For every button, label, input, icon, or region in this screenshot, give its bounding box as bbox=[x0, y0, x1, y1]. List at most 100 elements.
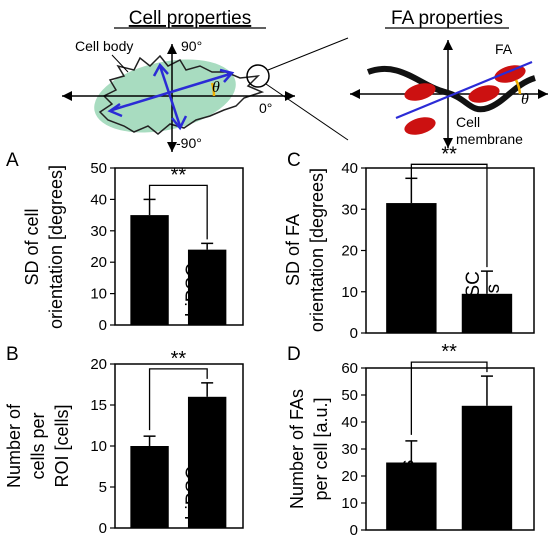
y-tick-label: 0 bbox=[350, 522, 358, 539]
fa-ellipse-3 bbox=[404, 117, 436, 135]
panel-letter-c: C bbox=[287, 150, 301, 171]
y-tick-label: 20 bbox=[341, 243, 358, 260]
y-tick-label: 10 bbox=[341, 495, 358, 512]
cell-body-leader bbox=[111, 54, 129, 73]
membrane-label-1: Cell bbox=[456, 114, 480, 130]
panel-letter-b: B bbox=[6, 344, 19, 365]
plot-frame bbox=[114, 167, 244, 326]
x-axis-arrow-right bbox=[285, 91, 295, 101]
fa-label: FA bbox=[495, 41, 513, 57]
y-tick-label: 10 bbox=[341, 284, 358, 301]
category-label: hiPSC bbox=[463, 468, 484, 522]
major-axis-head-left bbox=[107, 102, 123, 118]
y-axis-label-line: Number of FAs bbox=[287, 389, 307, 509]
panel-d-chart: D 0 10 20 30 40 50 60 Number of FAs per cell [a.u… bbox=[287, 341, 535, 539]
minor-axis-arrow bbox=[158, 65, 182, 127]
bar bbox=[386, 462, 437, 530]
significance-label: ** bbox=[171, 164, 187, 186]
theta-arc bbox=[210, 82, 216, 97]
bar bbox=[461, 293, 513, 333]
y-axis-label-line: ROI [cells] bbox=[52, 404, 72, 487]
panel-c-chart: C 0 10 20 30 40 SD of FA orientation [degrees] N… bbox=[283, 143, 535, 342]
y-axis-arrow-bottom bbox=[167, 142, 177, 152]
category-label: NHObs bbox=[397, 460, 418, 522]
significance-bracket bbox=[410, 361, 488, 435]
significance-bracket bbox=[148, 184, 208, 240]
fa-orientation-line bbox=[395, 60, 533, 120]
zoom-circle bbox=[246, 64, 270, 88]
significance-label: ** bbox=[441, 341, 457, 363]
y-axis-label-line: orientation [degrees] bbox=[46, 165, 66, 329]
category-label: -Obs bbox=[203, 276, 224, 317]
major-axis-head-right bbox=[219, 68, 235, 83]
fa-theta-symbol: θ bbox=[521, 91, 529, 108]
zoom-line-top bbox=[267, 37, 349, 71]
y-axis-label-line: SD of cell bbox=[22, 208, 42, 285]
y-tick-label: 10 bbox=[90, 286, 107, 303]
bar bbox=[187, 249, 227, 325]
bar bbox=[130, 446, 169, 528]
x-axis-arrow-left bbox=[62, 91, 72, 101]
y-tick-label: 50 bbox=[341, 387, 358, 404]
fa-theta-arc bbox=[514, 79, 522, 95]
category-label: hiPSC bbox=[183, 466, 204, 520]
y-tick-label: 60 bbox=[341, 360, 358, 377]
fa-x-arrow-right bbox=[538, 89, 548, 99]
y-axis-arrow-top bbox=[167, 44, 177, 54]
panel-a-chart: A 0 10 20 30 40 50 SD of cell orientation [degre… bbox=[6, 150, 244, 334]
y-tick-label: 20 bbox=[90, 356, 107, 373]
category-label: hiPSC bbox=[463, 271, 484, 325]
y-tick-label: 0 bbox=[99, 317, 107, 334]
y-axis-label-line: SD of FA bbox=[283, 214, 303, 286]
significance-label: ** bbox=[171, 348, 187, 370]
y-tick-label: 0 bbox=[99, 520, 107, 537]
major-axis-arrow bbox=[111, 72, 231, 112]
fa-ellipse-1 bbox=[404, 83, 436, 101]
y-tick-label: 15 bbox=[90, 397, 107, 414]
minor-axis-head-bottom bbox=[171, 115, 188, 131]
fa-ellipse-4 bbox=[494, 65, 526, 83]
angle-minus90-label: -90° bbox=[176, 135, 202, 151]
y-tick-label: 40 bbox=[341, 414, 358, 431]
fa-x-arrow-left bbox=[350, 89, 360, 99]
y-axis-label-line: per cell [a.u.] bbox=[311, 397, 331, 500]
y-tick-label: 50 bbox=[90, 160, 107, 177]
fa-y-arrow-top bbox=[443, 40, 453, 50]
y-axis-label-line: orientation [degrees] bbox=[307, 168, 327, 332]
y-tick-label: 20 bbox=[341, 468, 358, 485]
right-title: FA properties bbox=[391, 8, 503, 29]
category-label: NHObs bbox=[136, 255, 157, 317]
category-label: hiPSC bbox=[183, 263, 204, 317]
category-label: -Obs bbox=[203, 479, 224, 520]
y-tick-label: 30 bbox=[341, 441, 358, 458]
significance-bracket bbox=[148, 368, 208, 431]
category-label: NHObs bbox=[397, 263, 418, 325]
y-tick-label: 5 bbox=[99, 479, 107, 496]
y-tick-label: 20 bbox=[90, 254, 107, 271]
fa-y-arrow-bottom bbox=[443, 138, 453, 148]
cell-schematic: θ Cell body 90° -90° 0° bbox=[62, 37, 349, 152]
category-label: -Obs bbox=[483, 284, 504, 325]
fa-schematic: θ FA Cell membrane bbox=[350, 40, 548, 148]
y-tick-label: 40 bbox=[341, 160, 358, 177]
bar bbox=[130, 215, 169, 325]
panel-letter-a: A bbox=[6, 150, 19, 171]
bar bbox=[187, 396, 227, 528]
category-label: NHObs bbox=[136, 458, 157, 520]
fa-ellipse-2 bbox=[468, 85, 500, 103]
angle-0-label: 0° bbox=[259, 100, 272, 116]
minor-axis-head-top bbox=[152, 62, 169, 77]
angle-90-label: 90° bbox=[181, 38, 202, 54]
y-tick-label: 0 bbox=[350, 325, 358, 342]
y-axis-label-line: Number of bbox=[4, 403, 24, 488]
panel-letter-d: D bbox=[287, 344, 301, 365]
zoom-line-bottom bbox=[265, 83, 349, 141]
y-tick-label: 30 bbox=[341, 201, 358, 218]
y-tick-label: 30 bbox=[90, 223, 107, 240]
bar bbox=[386, 203, 437, 333]
theta-symbol: θ bbox=[212, 79, 220, 96]
bar bbox=[461, 405, 513, 530]
significance-bracket bbox=[410, 163, 488, 268]
cell-body-label: Cell body bbox=[75, 38, 133, 54]
